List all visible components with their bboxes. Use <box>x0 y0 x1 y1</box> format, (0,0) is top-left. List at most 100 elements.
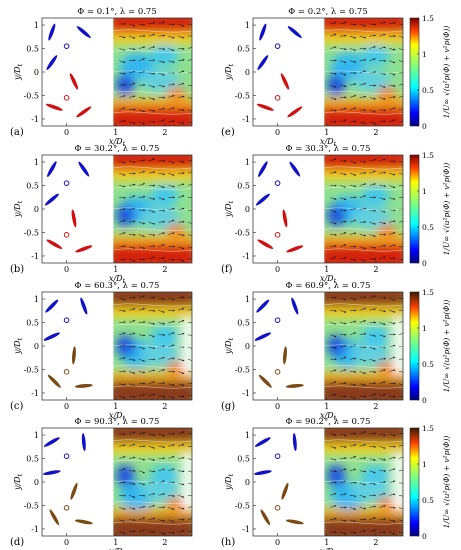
velocity-arrows <box>330 158 403 262</box>
blade-4 <box>282 209 288 228</box>
y-tick-label: -1 <box>242 525 250 534</box>
y-tick-label: 0.5 <box>26 182 39 191</box>
blade-4 <box>280 73 290 90</box>
x-tick-label: 1 <box>324 265 329 274</box>
panel-tag: (h) <box>221 537 235 548</box>
y-tick-label: 0 <box>34 68 39 77</box>
y-tick-label: -0.5 <box>235 91 250 100</box>
x-axis-label: x/Dt <box>320 274 337 285</box>
turbine-blades <box>42 433 93 526</box>
y-tick-label: 0.5 <box>237 319 250 328</box>
blade-2 <box>80 297 88 315</box>
blade-5 <box>260 509 271 526</box>
y-tick-label: 0.5 <box>237 455 250 464</box>
colorbar-tick-label: 1 <box>422 460 427 469</box>
turbine-blades <box>256 23 303 118</box>
blade-2 <box>78 161 90 177</box>
x-axis-label: x/Dt <box>109 411 126 422</box>
turbine-center-upper <box>63 317 70 323</box>
turbine-center-upper <box>274 43 281 49</box>
blade-5 <box>256 103 274 111</box>
velocity-arrows <box>119 431 192 535</box>
y-axis-label: y/Dt <box>224 200 235 218</box>
panel-title: Φ = 90.2°, λ = 0.75 <box>286 417 371 427</box>
blade-4 <box>70 482 78 500</box>
y-axis-label: y/Dt <box>13 200 24 218</box>
blade-1 <box>256 299 270 313</box>
y-tick-label: 0 <box>245 68 250 77</box>
blade-3 <box>44 193 59 206</box>
colorbar-tick-label: 0.5 <box>422 360 434 369</box>
turbine-center-upper <box>274 453 281 459</box>
blade-6 <box>286 245 304 253</box>
panel-e: Φ = 0.2°, λ = 0.75 1 0.5 0 -0.5 -1 0 1 2 (e) x/Dt y… <box>221 7 451 148</box>
y-tick-label: -0.5 <box>24 91 39 100</box>
colorbar-tick-label: 1 <box>422 187 427 196</box>
y-tick-label: 0 <box>34 342 39 351</box>
colorbar-tick-label: 1.5 <box>422 14 434 23</box>
colorbar <box>409 427 420 537</box>
y-tick-label: -0.5 <box>235 228 250 237</box>
blade-3 <box>43 332 61 341</box>
x-tick-label: 0 <box>64 538 69 547</box>
y-tick-label: -0.5 <box>24 501 39 510</box>
blade-1 <box>259 23 267 41</box>
turbine-center-lower <box>274 95 281 101</box>
blade-2 <box>291 297 299 315</box>
x-tick-label: 0 <box>275 538 280 547</box>
y-tick-label: -0.5 <box>235 501 250 510</box>
x-axis-label: x/Dt <box>109 137 126 148</box>
y-tick-label: 1 <box>34 431 39 440</box>
blade-4 <box>71 209 77 228</box>
x-tick-label: 1 <box>324 128 329 137</box>
blade-1 <box>45 299 59 313</box>
x-tick-label: 0 <box>64 265 69 274</box>
blade-3 <box>46 55 58 71</box>
panel-title: Φ = 60.3°, λ = 0.75 <box>75 281 160 291</box>
blade-1 <box>47 161 57 177</box>
y-tick-label: 0 <box>245 205 250 214</box>
x-tick-label: 1 <box>113 402 118 411</box>
velocity-field <box>324 428 403 536</box>
colorbar-tick-label: 0 <box>422 532 427 541</box>
x-axis-label: x/Dt <box>320 137 337 148</box>
y-tick-label: 0.5 <box>237 45 250 54</box>
colorbar-tick-label: 0 <box>422 259 427 268</box>
velocity-field <box>324 155 403 263</box>
panel-tag: (a) <box>10 127 24 138</box>
turbine-blades <box>45 23 92 118</box>
panel-g: Φ = 60.9°, λ = 0.75 1 0.5 0 -0.5 -1 0 1 2 (g) x/Dt… <box>221 281 451 422</box>
panels-layer: Φ = 0.1°, λ = 0.75 1 0.5 0 -0.5 -1 0 1 2 (a) x/Dt y… <box>10 7 451 550</box>
blade-5 <box>257 239 274 249</box>
panel-title: Φ = 60.9°, λ = 0.75 <box>286 281 371 291</box>
turbine-blades <box>254 297 304 388</box>
turbine-center-lower <box>63 505 70 511</box>
blade-3 <box>254 332 272 341</box>
blade-3 <box>253 470 272 475</box>
blade-2 <box>292 433 297 452</box>
x-tick-label: 2 <box>162 538 167 547</box>
blade-5 <box>258 374 272 388</box>
panel-tag: (g) <box>221 401 235 412</box>
turbine-center-upper <box>274 180 281 186</box>
turbine-blades <box>255 161 304 253</box>
y-tick-label: 0 <box>34 478 39 487</box>
y-tick-label: -1 <box>31 525 39 534</box>
blade-6 <box>76 106 92 118</box>
turbine-center-lower <box>274 505 281 511</box>
y-tick-label: -0.5 <box>24 228 39 237</box>
blade-1 <box>254 437 271 447</box>
colorbar <box>409 17 420 127</box>
panel-title: Φ = 0.1°, λ = 0.75 <box>77 7 157 17</box>
blade-5 <box>46 239 63 249</box>
y-tick-label: -1 <box>31 252 39 261</box>
blade-6 <box>74 383 93 388</box>
y-tick-label: -0.5 <box>24 365 39 374</box>
x-tick-label: 2 <box>373 402 378 411</box>
x-tick-label: 2 <box>162 265 167 274</box>
colorbar-tick-label: 0.5 <box>422 86 434 95</box>
colorbar-tick-label: 1.5 <box>422 151 434 160</box>
y-tick-label: -1 <box>242 252 250 261</box>
x-tick-label: 2 <box>162 128 167 137</box>
